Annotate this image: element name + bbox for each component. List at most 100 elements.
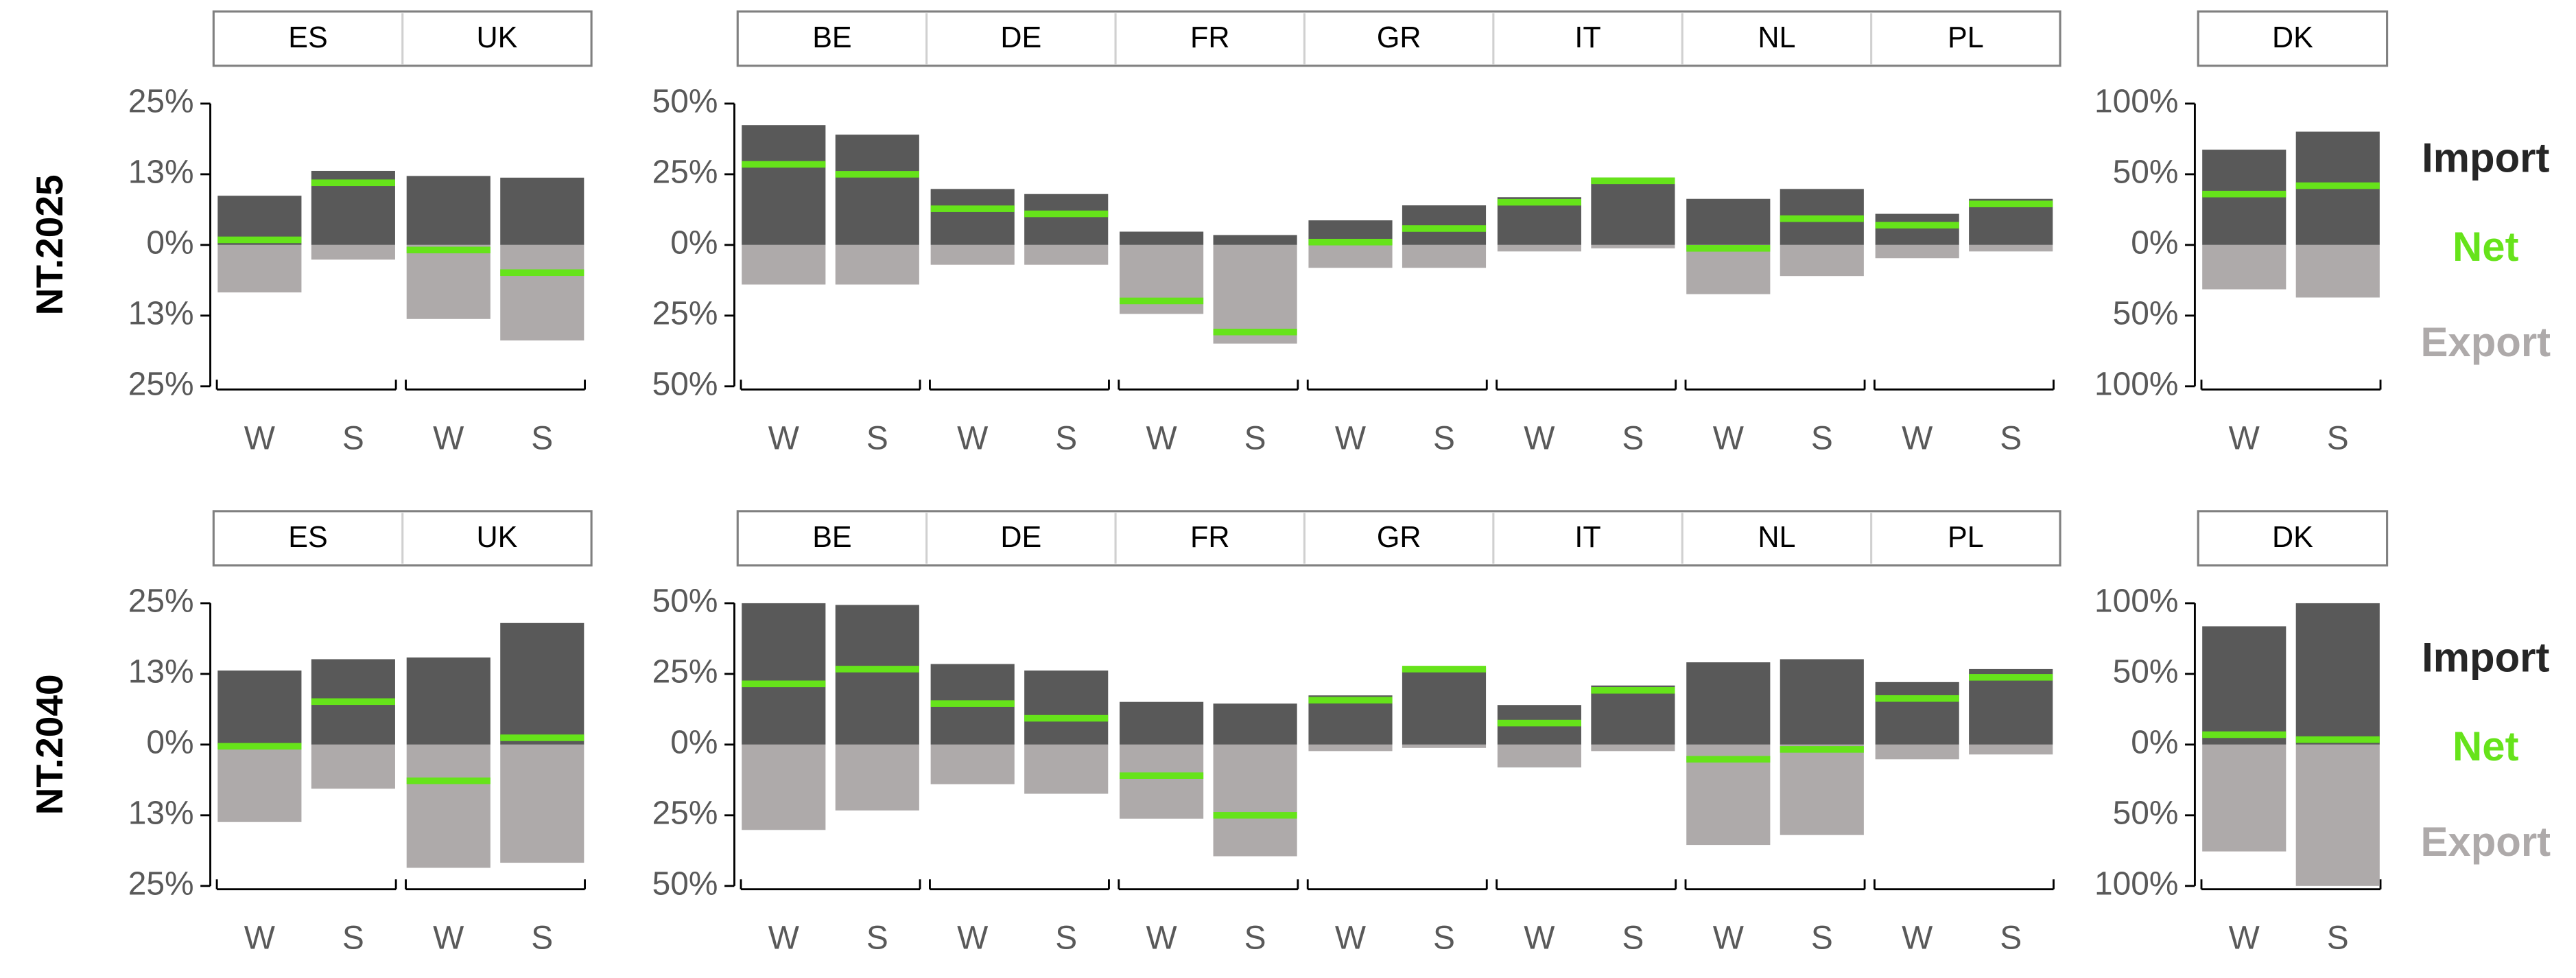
y-tick-label: 25% <box>128 366 194 402</box>
net-marker <box>406 246 491 254</box>
bar <box>1213 244 1297 344</box>
y-tick-label: 100% <box>2094 84 2178 120</box>
bar <box>2295 244 2380 298</box>
bar <box>2202 244 2287 290</box>
x-tick-label: W <box>1902 920 1933 957</box>
x-tick-label: S <box>1433 920 1455 957</box>
bar <box>1780 244 1864 277</box>
x-tick-label: S <box>1811 421 1833 457</box>
net-marker <box>1686 245 1771 252</box>
x-tick-label: S <box>342 421 364 457</box>
facet-label: FR <box>1190 21 1229 54</box>
bar <box>1969 744 2053 755</box>
bar <box>1686 198 1771 245</box>
net-marker <box>2202 190 2287 198</box>
bar <box>1875 213 1959 245</box>
x-tick-label: S <box>531 920 553 957</box>
y-tick-label: 0% <box>670 225 718 261</box>
net-marker <box>1875 695 1959 702</box>
facet-label: DE <box>1000 521 1041 554</box>
x-tick-label: S <box>866 920 888 957</box>
facet-label: IT <box>1574 521 1600 554</box>
legend-label: Export <box>2420 319 2551 365</box>
y-tick-label: 25% <box>128 84 194 120</box>
facet-label: NL <box>1758 21 1795 54</box>
y-tick-label: 50% <box>2113 654 2179 690</box>
facet-label: UK <box>476 521 517 554</box>
net-marker <box>311 698 395 706</box>
bar <box>1402 244 1487 268</box>
row-label: NT.2025 <box>28 174 71 315</box>
x-tick-label: W <box>244 920 276 957</box>
x-tick-label: S <box>1244 920 1266 957</box>
facet-label: BE <box>812 521 852 554</box>
legend-label: Export <box>2420 819 2551 865</box>
legend-label: Net <box>2453 723 2519 769</box>
bar <box>1402 205 1487 245</box>
y-tick-label: 100% <box>2094 366 2178 402</box>
net-marker <box>1024 714 1109 722</box>
bar <box>1780 744 1864 835</box>
net-marker <box>1120 297 1204 305</box>
bar <box>406 744 491 868</box>
y-tick-label: 13% <box>128 154 194 191</box>
facet-label: NL <box>1758 521 1795 554</box>
bar <box>2295 603 2380 745</box>
x-tick-label: S <box>1055 920 1077 957</box>
bar <box>742 603 826 745</box>
x-tick-label: W <box>1524 920 1555 957</box>
x-tick-label: W <box>2229 920 2260 957</box>
bar <box>311 744 395 789</box>
bar <box>1402 667 1487 745</box>
x-tick-label: S <box>1622 421 1644 457</box>
legend-label: Net <box>2453 224 2519 270</box>
bar <box>500 177 584 245</box>
x-tick-label: W <box>768 421 800 457</box>
net-marker <box>1780 215 1864 222</box>
net-marker <box>930 205 1015 212</box>
net-marker <box>1120 772 1204 779</box>
x-tick-label: S <box>866 421 888 457</box>
net-marker <box>835 666 919 673</box>
y-tick-label: 100% <box>2094 865 2178 902</box>
legend-label: Import <box>2422 135 2549 181</box>
bar <box>1591 244 1675 248</box>
net-marker <box>406 777 491 784</box>
net-marker <box>742 680 826 688</box>
x-tick-label: W <box>1713 920 1745 957</box>
net-marker <box>311 179 395 187</box>
y-tick-label: 25% <box>652 654 718 690</box>
facet-label: ES <box>288 521 328 554</box>
y-tick-label: 25% <box>128 865 194 902</box>
bar <box>2202 626 2287 745</box>
facet-label: PL <box>1948 521 1984 554</box>
bar <box>500 622 584 745</box>
bar <box>1120 701 1204 745</box>
bar <box>2295 744 2380 886</box>
bar <box>742 244 826 285</box>
bar <box>217 670 302 745</box>
bar <box>1591 177 1675 245</box>
net-marker <box>1875 222 1959 229</box>
facet-label: IT <box>1574 21 1600 54</box>
facet-label: FR <box>1190 521 1229 554</box>
bar <box>1686 662 1771 745</box>
x-tick-label: W <box>1146 920 1178 957</box>
net-marker <box>1591 177 1675 185</box>
x-tick-label: W <box>1524 421 1555 457</box>
facet-label: UK <box>476 21 517 54</box>
bar <box>1024 744 1109 794</box>
bar <box>835 135 919 245</box>
x-tick-label: W <box>433 421 464 457</box>
bar <box>406 657 491 745</box>
y-tick-label: 50% <box>2113 795 2179 832</box>
facet-label: GR <box>1377 21 1421 54</box>
bar <box>217 244 302 293</box>
x-tick-label: S <box>531 421 553 457</box>
facet-header <box>2197 510 2389 567</box>
x-tick-label: S <box>2327 920 2349 957</box>
bar <box>1120 231 1204 245</box>
net-marker <box>1497 719 1581 727</box>
x-tick-label: S <box>2000 421 2022 457</box>
net-marker <box>742 161 826 168</box>
